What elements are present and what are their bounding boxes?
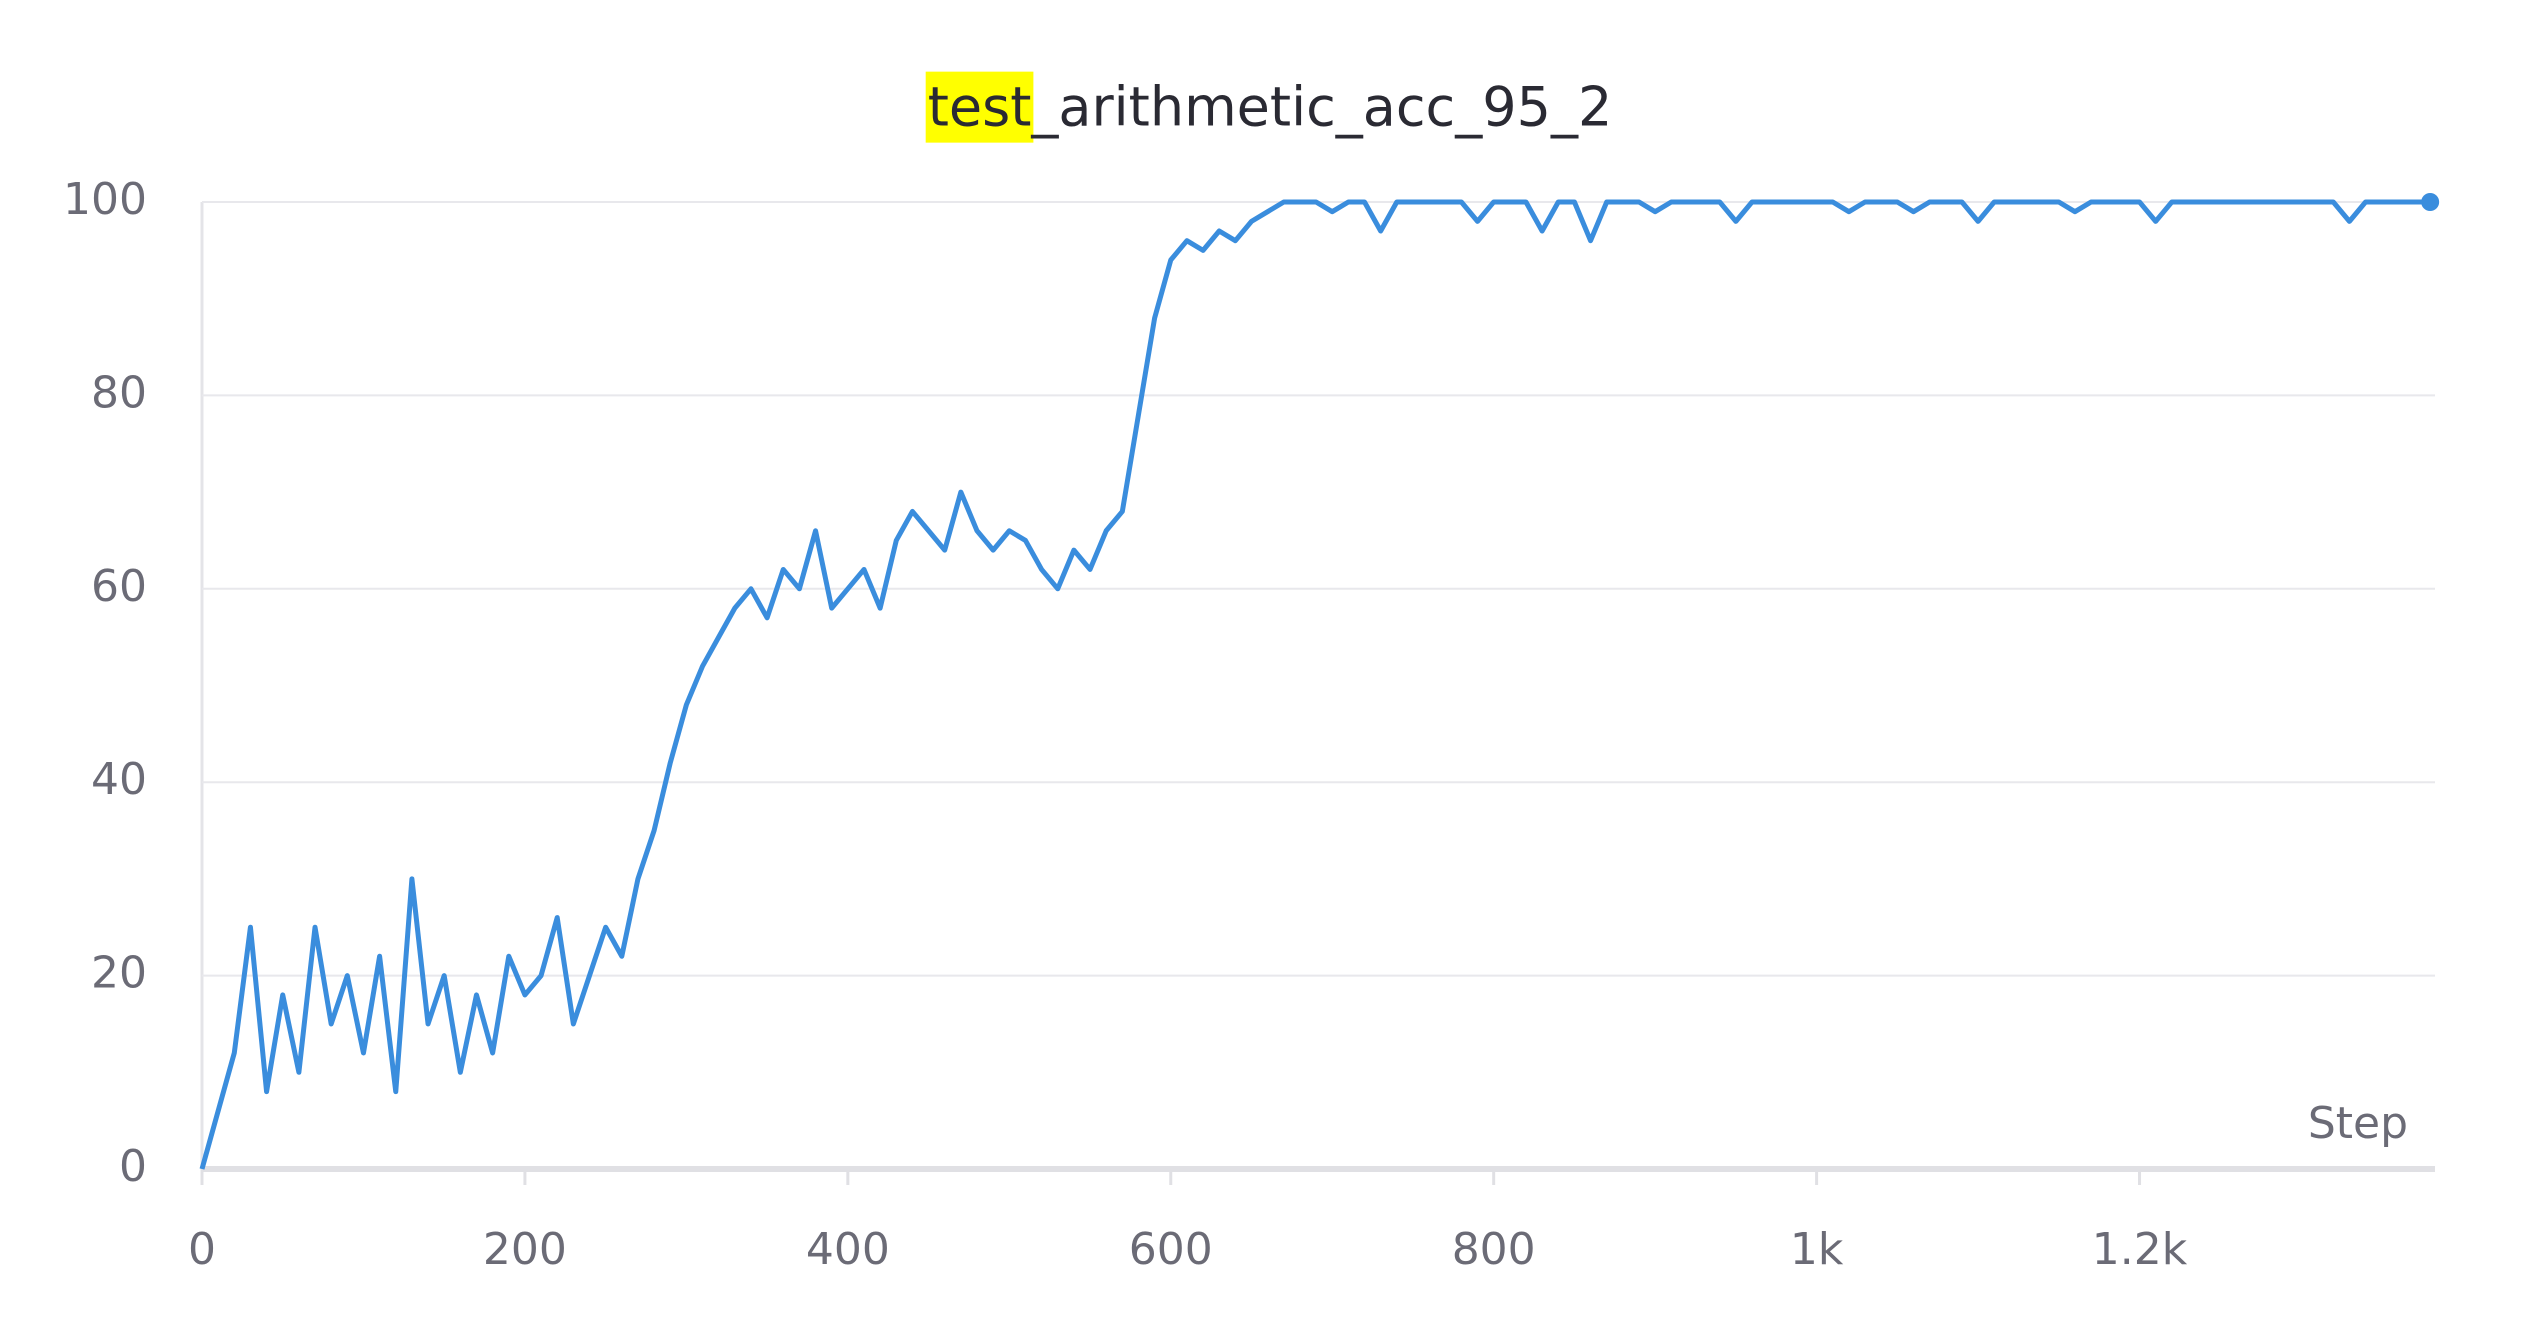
y-tick-label: 80 [91, 367, 147, 418]
x-tick-label: 0 [188, 1224, 216, 1275]
x-tick-label: 800 [1452, 1224, 1536, 1275]
series-line [199, 199, 2431, 1170]
x-tick-label: 400 [806, 1224, 890, 1275]
y-tick-label: 40 [91, 754, 147, 805]
x-tick-label: 1k [1790, 1224, 1844, 1275]
chart-title: test_arithmetic_acc_95_2 [928, 76, 1613, 139]
y-tick-label: 60 [91, 561, 147, 612]
y-tick-label: 0 [119, 1141, 147, 1192]
x-tick-label: 200 [483, 1224, 567, 1275]
x-tick-label: 600 [1129, 1224, 1213, 1275]
x-tick-label: 1.2k [2092, 1224, 2188, 1275]
x-axis-label: Step [2308, 1098, 2408, 1149]
search-highlight [925, 71, 1034, 143]
y-tick-label: 100 [63, 174, 147, 225]
y-tick-label: 20 [91, 948, 147, 999]
end-point [2421, 193, 2440, 211]
